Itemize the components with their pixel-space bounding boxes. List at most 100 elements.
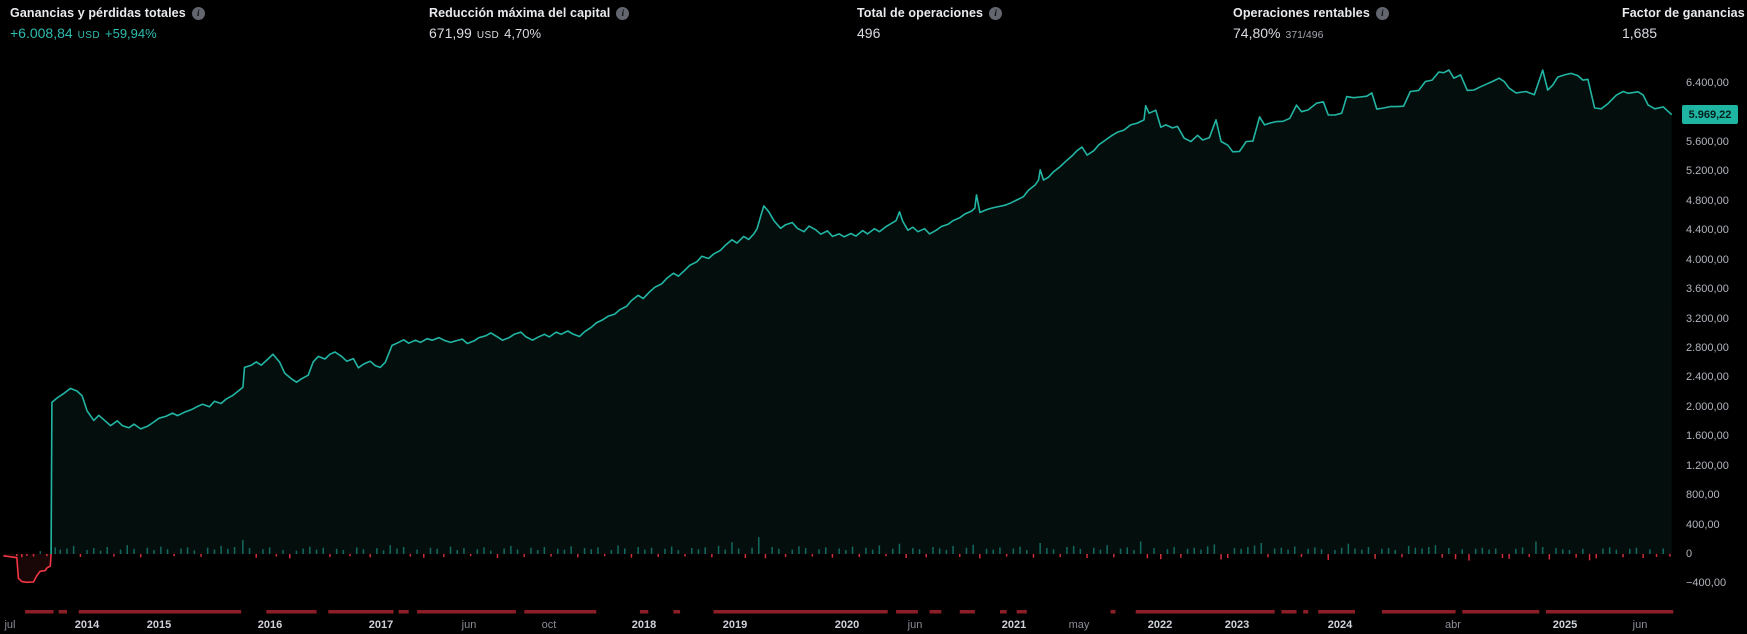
losing-trade-bar bbox=[603, 554, 606, 557]
stat-ratio: 371/496 bbox=[1285, 29, 1324, 41]
winning-trade-bar bbox=[1173, 547, 1175, 554]
stat-currency: USD bbox=[476, 30, 500, 41]
stat-currency: USD bbox=[77, 30, 100, 41]
time-axis-year-label: 2024 bbox=[1327, 619, 1353, 631]
info-icon[interactable]: i bbox=[191, 6, 205, 20]
losing-trade-bar bbox=[369, 554, 371, 558]
winning-trade-bar bbox=[1629, 548, 1631, 554]
winning-trade-bar bbox=[670, 546, 673, 554]
winning-trade-bar bbox=[878, 545, 881, 554]
info-icon[interactable]: i bbox=[989, 6, 1003, 20]
winning-trade-bar bbox=[483, 547, 485, 554]
winning-trade-bar bbox=[624, 548, 626, 554]
price-axis-label: 4.400,00 bbox=[1686, 224, 1729, 237]
losing-trade-bar bbox=[173, 554, 175, 557]
losing-trade-bar bbox=[1005, 554, 1008, 557]
winning-trade-bar bbox=[282, 550, 284, 554]
winning-trade-bar bbox=[865, 547, 867, 554]
winning-trade-bar bbox=[557, 548, 559, 554]
stat-label: Reducción máxima del capital bbox=[429, 6, 611, 20]
winning-trade-bar bbox=[985, 548, 988, 554]
losing-trade-bar bbox=[255, 554, 257, 558]
winning-trade-bar bbox=[1166, 549, 1169, 554]
winning-trade-bar bbox=[356, 547, 358, 554]
winning-trade-bar bbox=[99, 550, 102, 554]
losing-trade-bar bbox=[469, 554, 472, 557]
time-axis-year-label: 2023 bbox=[1224, 619, 1250, 631]
stat-value: +6.008,84 bbox=[10, 25, 73, 41]
winning-trade-bar bbox=[1495, 548, 1497, 554]
stat-value: 74,80% bbox=[1233, 25, 1281, 41]
winning-trade-bar bbox=[952, 545, 954, 554]
info-icon[interactable]: i bbox=[616, 6, 630, 20]
winning-trade-bar bbox=[1019, 546, 1021, 554]
winning-trade-bar bbox=[1582, 548, 1584, 554]
time-axis-year-label: 2021 bbox=[1001, 619, 1027, 631]
stat-percent: 4,70% bbox=[504, 26, 542, 41]
winning-trade-bar bbox=[778, 548, 780, 554]
time-axis-month-label: jun bbox=[1632, 619, 1648, 631]
winning-trade-bar bbox=[220, 545, 222, 554]
winning-trade-bar bbox=[1568, 550, 1571, 554]
price-axis-label: 5.200,00 bbox=[1686, 165, 1729, 178]
winning-trade-bar bbox=[1354, 548, 1356, 554]
stat-total-trades: Total de operaciones i 496 bbox=[857, 5, 1003, 41]
winning-trade-bar bbox=[1347, 543, 1350, 554]
drawdown-period-marker bbox=[1546, 610, 1674, 614]
winning-trade-bar bbox=[1280, 547, 1283, 554]
stat-label: Operaciones rentables bbox=[1233, 6, 1370, 20]
losing-trade-bar bbox=[1267, 554, 1269, 558]
winning-trade-bar bbox=[536, 550, 539, 554]
losing-trade-bar bbox=[1454, 554, 1457, 560]
winning-trade-bar bbox=[1367, 547, 1370, 554]
winning-trade-bar bbox=[758, 537, 760, 554]
losing-trade-bar bbox=[1032, 554, 1035, 558]
losing-trade-bar bbox=[200, 554, 202, 557]
winning-trade-bar bbox=[1294, 546, 1296, 554]
winning-trade-bar bbox=[382, 550, 385, 554]
winning-trade-bar bbox=[892, 548, 894, 554]
winning-trade-bar bbox=[1387, 548, 1390, 554]
price-axis-label: 400,00 bbox=[1686, 518, 1720, 531]
losing-trade-bar bbox=[329, 554, 331, 557]
winning-trade-bar bbox=[1394, 550, 1396, 554]
winning-trade-bar bbox=[898, 543, 901, 554]
losing-trade-bar bbox=[1441, 554, 1443, 558]
winning-trade-bar bbox=[1072, 545, 1075, 554]
winning-trade-bar bbox=[362, 549, 365, 554]
winning-trade-bar bbox=[1334, 550, 1336, 554]
winning-trade-bar bbox=[1602, 548, 1604, 554]
losing-trade-bar bbox=[1059, 554, 1061, 557]
winning-trade-bar bbox=[295, 550, 298, 554]
info-icon[interactable]: i bbox=[1375, 6, 1389, 20]
losing-trade-bar bbox=[905, 554, 907, 558]
price-axis-label: 6.400,00 bbox=[1686, 77, 1729, 89]
price-axis-label: 0 bbox=[1686, 548, 1693, 560]
winning-trade-bar bbox=[1414, 547, 1417, 554]
winning-trade-bar bbox=[503, 548, 505, 554]
winning-trade-bar bbox=[1481, 547, 1484, 554]
losing-trade-bar bbox=[831, 554, 834, 558]
winning-trade-bar bbox=[1434, 545, 1437, 554]
time-axis-year-label: 2018 bbox=[631, 619, 657, 631]
drawdown-period-marker bbox=[1000, 610, 1007, 614]
losing-trade-bar bbox=[764, 554, 767, 559]
winning-trade-bar bbox=[1193, 547, 1195, 554]
winning-trade-bar bbox=[1407, 545, 1410, 554]
winning-trade-bar bbox=[93, 548, 95, 554]
losing-trade-bar bbox=[1669, 554, 1671, 557]
winning-trade-bar bbox=[1448, 548, 1450, 554]
stat-total-pnl: Ganancias y pérdidas totales i +6.008,84… bbox=[10, 5, 205, 41]
losing-trade-bar bbox=[925, 554, 927, 558]
last-value-badge: 5.969,22 bbox=[1682, 105, 1738, 125]
winning-trade-bar bbox=[597, 547, 599, 554]
winning-trade-bar bbox=[771, 547, 773, 554]
winning-trade-bar bbox=[133, 548, 135, 554]
stat-profit-factor: Factor de ganancias i 1,685 bbox=[1622, 5, 1747, 41]
winning-trade-bar bbox=[186, 547, 189, 554]
winning-trade-bar bbox=[825, 547, 827, 554]
winning-trade-bar bbox=[1039, 543, 1041, 554]
winning-trade-bar bbox=[972, 544, 974, 554]
